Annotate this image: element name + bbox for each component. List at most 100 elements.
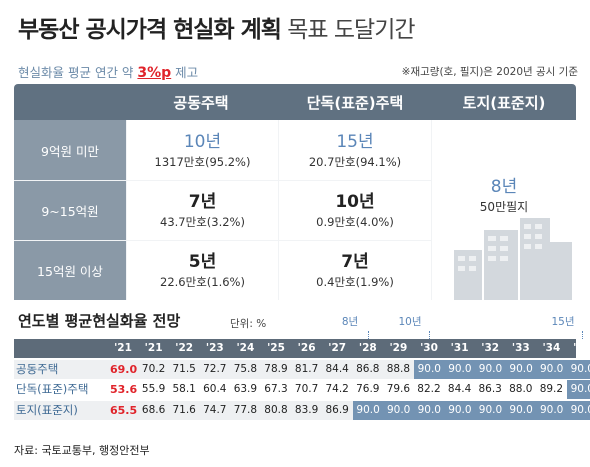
value-cell: 90.0 — [536, 359, 567, 379]
projection-title: 연도별 평균현실화율 전망 — [18, 312, 181, 330]
stock-note: ※재고량(호, 필지)은 2020년 공시 기준 — [401, 66, 578, 78]
house-count-row1: 20.7만호(94.1%) — [308, 155, 402, 170]
header-year: '31 — [450, 342, 469, 354]
house-count-row3: 0.4만호(1.9%) — [316, 275, 394, 290]
header-year: '25 — [267, 342, 285, 354]
value-cell: 74.7 — [203, 403, 227, 416]
series-label: 공동주택 — [16, 361, 59, 376]
value-cell: 53.6 — [110, 383, 138, 396]
cell-house-row2: 10년 0.9만호(4.0%) — [279, 181, 431, 240]
marker-8-years: 8년 — [341, 316, 359, 328]
col-header-apartment: 공동주택 — [173, 94, 229, 112]
value-cell: 86.8 — [356, 362, 380, 375]
value-cell: 90.0 — [444, 359, 476, 379]
header-year: '29 — [389, 342, 408, 354]
header-year: '35 — [573, 342, 590, 354]
upper-table-header — [14, 84, 576, 120]
row-header-3: 15억원 이상 — [14, 241, 126, 300]
subtitle-prefix: 현실화율 평균 연간 약 — [18, 65, 138, 80]
value-cell: 60.4 — [203, 383, 227, 395]
subtitle-highlight: 3%p — [137, 65, 172, 81]
milestone-guide — [367, 331, 369, 339]
series-label: 단독(표준)주택 — [16, 382, 89, 396]
value-cell: 89.2 — [539, 383, 564, 395]
value-cell: 84.4 — [325, 362, 349, 375]
series-label: 토지(표준지) — [16, 402, 78, 417]
value-cell: 90.0 — [475, 359, 506, 379]
header-year: '22 — [175, 342, 194, 354]
header-year: '23 — [205, 342, 224, 354]
cell-house-row1: 15년 20.7만호(94.1%) — [279, 120, 431, 180]
cell-apt-row1: 10년 1317만호(95.2%) — [127, 120, 278, 180]
milestone-guide — [582, 331, 583, 339]
apt-count-row3: 22.6만호(1.6%) — [160, 275, 245, 290]
value-cell: 70.7 — [294, 383, 319, 395]
value-cell: 90.0 — [567, 359, 590, 379]
cell-land: 8년 50만필지 — [432, 120, 576, 300]
house-years-row2: 10년 — [335, 192, 375, 212]
value-cell: 86.9 — [325, 403, 349, 416]
unit-label: 단위: % — [230, 318, 267, 330]
value-cell: 90.0 — [414, 359, 445, 379]
table-row: 단독(표준)주택 53.6 55.9 58.1 60.4 63.9 67.3 70.7 74.2… — [14, 380, 590, 399]
projection-table: '21 '21 '22 '23 '24 '25 '26 '27 '28 '29 '30 '31 '32 '… — [14, 331, 590, 421]
title-bold: 부동산 공시가격 현실화 계획 — [18, 17, 282, 43]
cell-apt-row3: 5년 22.6만호(1.6%) — [127, 241, 278, 300]
value-cell: 90.0 — [505, 400, 537, 420]
col-header-land: 토지(표준지) — [462, 94, 546, 112]
value-cell: 90.0 — [352, 400, 384, 420]
value-cell: 75.8 — [233, 362, 258, 375]
value-cell: 90.0 — [567, 380, 590, 399]
value-cell: 90.0 — [383, 400, 414, 420]
value-cell: 68.6 — [141, 403, 166, 416]
house-years-row1: 15년 — [336, 132, 374, 152]
land-years: 8년 — [490, 177, 518, 197]
marker-10-years: 10년 — [398, 316, 422, 328]
header-year: '21 — [114, 342, 132, 354]
apt-years-row1: 10년 — [183, 132, 222, 152]
value-cell: 79.6 — [386, 383, 411, 395]
table-row: 공동주택 69.0 70.2 71.5 72.7 75.8 78.9 81.7 84.4 86.8… — [14, 359, 590, 379]
value-cell: 72.7 — [203, 362, 227, 375]
apt-years-row3: 5년 — [188, 252, 217, 272]
value-cell: 90.0 — [567, 400, 590, 420]
value-cell: 81.7 — [294, 362, 319, 375]
house-years-row3: 7년 — [341, 252, 369, 272]
apt-years-row2: 7년 — [188, 192, 217, 212]
value-cell: 88.8 — [386, 362, 411, 375]
header-year: '34 — [542, 342, 561, 354]
table-row: 토지(표준지) 65.5 68.6 71.6 74.7 77.8 80.8 83.9 86.9 9… — [14, 400, 590, 420]
value-cell: 83.9 — [294, 403, 319, 416]
value-cell: 90.0 — [414, 400, 445, 420]
header-year: '24 — [236, 342, 255, 354]
value-cell: 84.4 — [447, 383, 472, 395]
value-cell: 65.5 — [110, 403, 138, 417]
value-cell: 78.9 — [264, 362, 288, 375]
value-cell: 58.1 — [172, 383, 196, 395]
value-cell: 90.0 — [444, 400, 476, 420]
value-cell: 67.3 — [264, 383, 288, 395]
value-cell: 77.8 — [233, 403, 258, 416]
value-cell: 63.9 — [233, 383, 258, 395]
value-cell: 69.0 — [110, 362, 138, 376]
header-year: '33 — [511, 342, 530, 354]
header-year: '27 — [328, 342, 347, 354]
value-cell: 90.0 — [475, 400, 506, 420]
value-cell: 55.9 — [141, 383, 166, 395]
table-header-row: '21 '21 '22 '23 '24 '25 '26 '27 '28 '29 '30 '31 '32 '… — [14, 339, 590, 358]
title-light: 목표 도달기간 — [287, 17, 415, 43]
subtitle-suffix: 제고 — [171, 65, 199, 80]
value-cell: 90.0 — [536, 400, 567, 420]
value-cell: 71.6 — [172, 403, 196, 416]
source: 자료: 국토교통부, 행정안전부 — [14, 444, 150, 457]
value-cell: 70.2 — [141, 362, 166, 375]
apt-count-row1: 1317만호(95.2%) — [154, 155, 251, 170]
value-cell: 80.8 — [264, 403, 288, 416]
subtitle: 현실화율 평균 연간 약 3%p 제고 — [18, 62, 198, 81]
header-year: '21 — [144, 342, 163, 354]
row-header-1: 9억원 미만 — [14, 120, 126, 180]
value-cell: 90.0 — [505, 359, 537, 379]
header-year: '28 — [358, 342, 377, 354]
page-title: 부동산 공시가격 현실화 계획 목표 도달기간 — [18, 10, 416, 44]
house-count-row2: 0.9만호(4.0%) — [316, 215, 394, 230]
